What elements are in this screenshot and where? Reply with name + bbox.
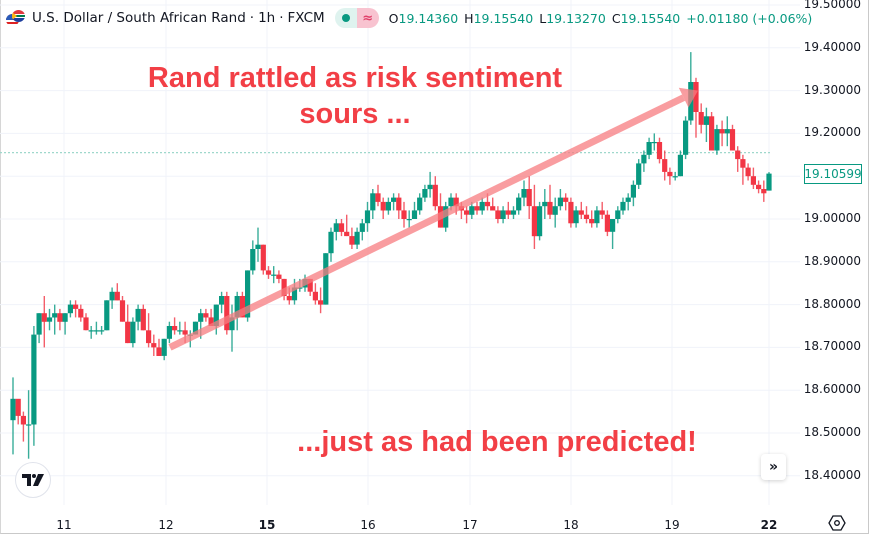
tradingview-logo[interactable]: [15, 462, 51, 498]
time-axis-label: 22: [760, 518, 778, 532]
time-axis-label: 19: [664, 518, 680, 532]
chart-settings-button[interactable]: [828, 515, 846, 531]
time-axis-label: 18: [563, 518, 579, 532]
price-axis-label: 18.60000: [803, 382, 861, 397]
time-axis-label: 17: [462, 518, 478, 532]
time-axis-label: 16: [360, 518, 376, 532]
price-axis-label: 18.50000: [803, 425, 861, 439]
price-axis-label: 18.80000: [803, 296, 861, 311]
last-price-tag: 19.10599: [804, 164, 862, 184]
time-axis-label: 11: [56, 518, 72, 532]
live-status-icon[interactable]: [334, 8, 357, 28]
annotation-headline[interactable]: Rand rattled as risk sentiment sours ...: [147, 62, 563, 130]
price-axis-label: 19.20000: [803, 125, 861, 140]
price-axis-label: 19.00000: [803, 211, 861, 225]
annotation-footer[interactable]: ...just as had been predicted!: [297, 426, 697, 458]
open-label: O: [388, 10, 399, 26]
settings-hexagon-icon: [828, 515, 846, 531]
low-label: L: [539, 10, 547, 26]
low-value: 19.13270: [546, 10, 606, 26]
interval[interactable]: 1h: [258, 10, 276, 26]
scroll-to-realtime-button[interactable]: »: [761, 454, 786, 480]
price-axis-label: 19.30000: [803, 82, 861, 97]
price-axis-label: 19.50000: [803, 0, 861, 11]
market-closed-icon[interactable]: ≈: [356, 8, 379, 28]
currency-flags-icon: [6, 10, 26, 26]
time-axis-label: 15: [258, 518, 276, 532]
price-axis-label: 19.40000: [803, 39, 861, 54]
price-axis-label: 18.70000: [803, 339, 861, 354]
trend-arrow: [168, 87, 698, 351]
separator: ·: [249, 10, 255, 26]
close-label: C: [611, 10, 621, 26]
grid-lines: [0, 0, 800, 505]
exchange: FXCM: [287, 10, 325, 26]
price-axis-label: 18.40000: [803, 467, 861, 482]
ohlc-values: O19.14360 H19.15540 L19.13270 C19.15540 …: [389, 11, 813, 26]
high-value: 19.15540: [473, 10, 534, 26]
candlestick-series: [10, 52, 772, 459]
open-value: 19.14360: [398, 10, 459, 26]
tradingview-logo-icon: [22, 474, 44, 486]
high-label: H: [464, 10, 474, 26]
symbol-legend: U.S. Dollar / South African Rand · 1h · …: [6, 8, 812, 28]
market-status[interactable]: ≈: [334, 8, 379, 28]
price-axis-label: 18.90000: [803, 253, 861, 268]
change-value: +0.01180 (+0.06%): [686, 10, 813, 26]
separator: ·: [279, 10, 284, 26]
time-axis-label: 12: [158, 518, 174, 532]
symbol-name[interactable]: U.S. Dollar / South African Rand: [32, 10, 246, 26]
close-value: 19.15540: [620, 10, 681, 26]
